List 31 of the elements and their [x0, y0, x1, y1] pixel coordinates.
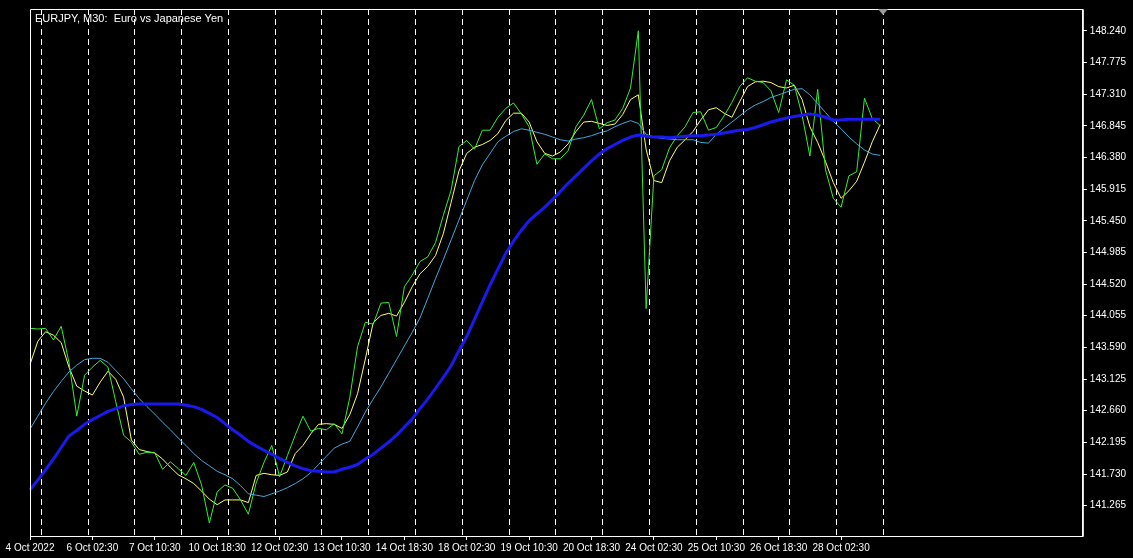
x-tick-label: 26 Oct 18:30 — [750, 541, 808, 553]
y-tick-label: 143.125 — [1089, 372, 1127, 384]
y-tick-label: 145.915 — [1089, 182, 1127, 194]
y-tick-label: 148.240 — [1089, 24, 1127, 36]
x-tick-label: 10 Oct 18:30 — [188, 541, 247, 553]
y-tick-label: 147.310 — [1089, 87, 1127, 99]
x-tick-label: 6 Oct 02:30 — [66, 541, 119, 553]
x-tick-label: 7 Oct 10:30 — [128, 541, 182, 553]
x-tick-label: 20 Oct 18:30 — [562, 541, 621, 553]
y-tick-label: 144.985 — [1089, 246, 1127, 258]
x-tick-label: 28 Oct 02:30 — [812, 541, 871, 553]
x-tick-label: 12 Oct 02:30 — [250, 541, 309, 553]
y-tick-label: 141.730 — [1089, 467, 1127, 479]
y-tick-label: 147.775 — [1089, 56, 1127, 68]
x-tick-label: 4 Oct 2022 — [5, 541, 55, 553]
x-tick-label: 18 Oct 02:30 — [438, 541, 496, 553]
x-tick-label: 13 Oct 10:30 — [313, 541, 372, 553]
y-tick-label: 145.450 — [1089, 214, 1127, 226]
y-tick-label: 144.520 — [1089, 277, 1127, 289]
chart-title: EURJPY, M30: Euro vs Japanese Yen — [35, 11, 224, 24]
x-tick-label: 24 Oct 02:30 — [625, 541, 683, 553]
y-tick-label: 142.660 — [1089, 404, 1127, 416]
x-tick-label: 14 Oct 18:30 — [375, 541, 434, 553]
y-tick-label: 146.380 — [1089, 151, 1127, 163]
y-tick-label: 142.195 — [1089, 436, 1127, 448]
y-tick-label: 144.055 — [1089, 309, 1127, 321]
y-tick-label: 146.845 — [1089, 119, 1127, 131]
x-tick-label: 25 Oct 10:30 — [687, 541, 746, 553]
x-tick-label: 19 Oct 10:30 — [500, 541, 559, 553]
y-tick-label: 143.590 — [1089, 341, 1127, 353]
y-tick-label: 141.265 — [1089, 499, 1127, 511]
